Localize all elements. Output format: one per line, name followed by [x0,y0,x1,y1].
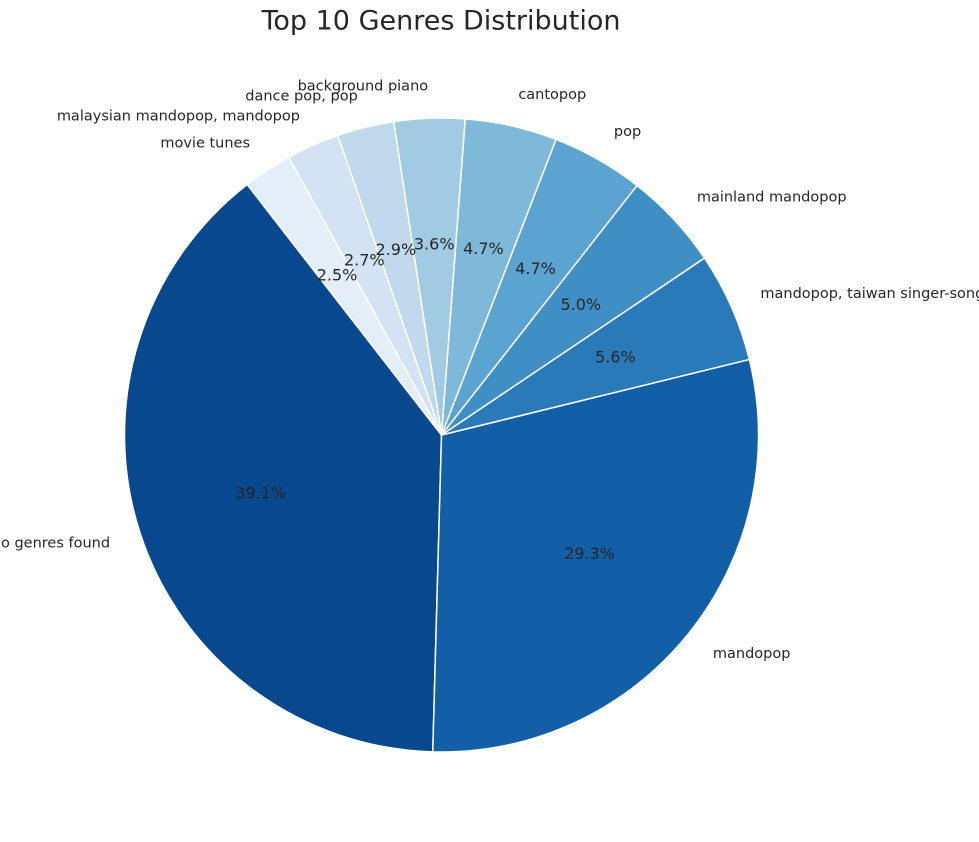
slice-category-label: malaysian mandopop, mandopop [57,108,300,124]
slice-category-label: pop [614,124,641,140]
slice-category-label: background piano [298,79,429,95]
slice-percent-label: 4.7% [463,239,504,258]
slice-percent-label: 5.6% [595,348,636,367]
pie-slice [246,156,443,436]
slice-percent-label: 2.9% [376,240,417,259]
slice-percent-label: 5.0% [560,295,601,314]
slice-percent-label: 29.3% [564,544,615,563]
chart-title: Top 10 Genres Distribution [260,6,620,37]
slice-category-label: no genres found [0,535,110,551]
slice-category-label: movie tunes [160,136,250,152]
slice-category-label: mandopop [713,646,791,662]
slice-category-label: mainland mandopop [697,190,847,206]
pie-labels: no genres found 39.1% mandopop 29.3% mandopo… [0,79,979,662]
slice-percent-label: 2.7% [344,251,385,270]
slice-percent-label: 2.5% [317,266,358,285]
slice-category-label: cantopop [518,87,586,103]
slice-percent-label: 39.1% [235,484,286,503]
pie-slice [431,358,760,753]
pie-slice [123,183,443,753]
slice-category-label: dance pop, pop [245,88,358,104]
slice-percent-label: 4.7% [515,259,556,278]
pie-slices [123,117,760,753]
slice-category-label: mandopop, taiwan singer-songwriter [760,286,979,302]
slice-percent-label: 3.6% [414,234,455,253]
